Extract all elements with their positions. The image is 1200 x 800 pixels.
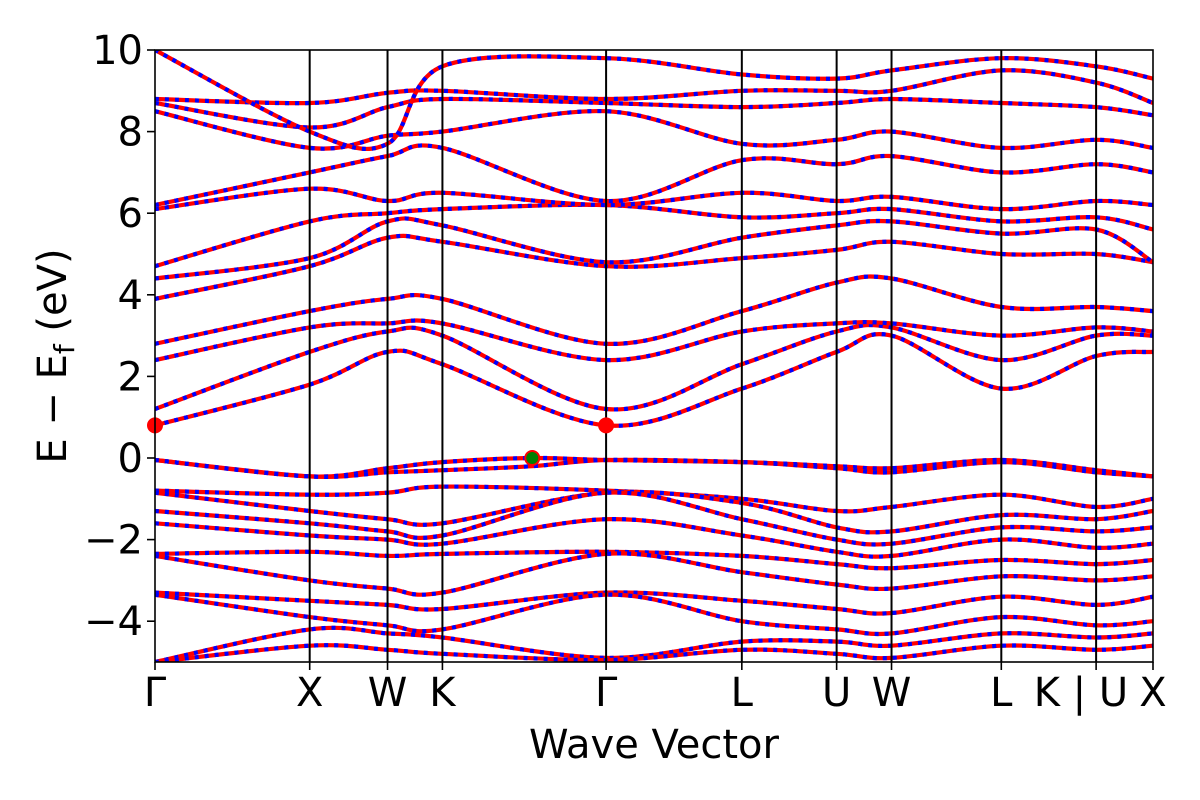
band-line-spin-down [155, 590, 1153, 616]
band-line-spin-up [155, 274, 1153, 346]
y-tick-label: −4 [84, 599, 143, 645]
band-line-spin-up [155, 186, 1153, 212]
band-line-spin-down [155, 332, 1153, 428]
x-tick-label: W [872, 670, 912, 716]
band-line-spin-up [155, 484, 1153, 514]
x-tick-label: L [990, 670, 1013, 716]
y-tick-label: 0 [118, 436, 143, 482]
x-tick-label: X [1139, 670, 1166, 716]
y-axis-ticks: −4 −2 0 2 4 6 8 10 [84, 28, 155, 645]
x-tick-label: Γ [595, 670, 618, 716]
x-tick-label: X [296, 670, 323, 716]
band-line-spin-up [155, 643, 1153, 662]
x-tick-label: W [368, 670, 408, 716]
vbm-marker [524, 450, 541, 466]
x-tick-label: U [822, 670, 851, 716]
band-line-spin-up [155, 549, 1153, 571]
plot-frame [154, 49, 1154, 663]
y-tick-label: 10 [92, 28, 143, 74]
kpath-lines [308, 50, 1098, 662]
band-line-spin-down [155, 50, 1153, 152]
band-line-spin-down [155, 216, 1153, 281]
band-line-spin-down [155, 484, 1153, 514]
y-axis-label-main: E − E [30, 354, 76, 464]
band-line-spin-down [155, 517, 1153, 559]
cbm-marker [598, 417, 615, 434]
band-line-spin-down [155, 592, 1153, 637]
y-axis-label: E − Ef (eV) [30, 248, 81, 463]
band-line-spin-down [155, 143, 1153, 208]
y-axis-label-subscript: f [48, 343, 81, 354]
band-line-spin-up [155, 68, 1153, 106]
band-line-spin-down [155, 551, 1153, 597]
y-axis-label-unit: (eV) [30, 248, 76, 344]
x-axis-label: Wave Vector [529, 722, 780, 768]
y-tick-label: 2 [118, 354, 143, 400]
band-line-spin-down [155, 625, 1153, 662]
band-line-spin-up [155, 96, 1153, 130]
band-lines [155, 50, 1153, 662]
band-line-spin-down [155, 233, 1153, 301]
x-tick-label: K [429, 670, 457, 716]
band-line-spin-up [155, 332, 1153, 428]
x-tick-label: L [731, 670, 754, 716]
y-tick-label: −2 [84, 518, 143, 564]
band-line-spin-down [155, 318, 1153, 363]
x-tick-label: Γ [144, 670, 167, 716]
y-tick-label: 6 [118, 191, 143, 237]
band-line-spin-down [155, 490, 1153, 547]
band-line-spin-down [155, 489, 1153, 535]
y-tick-label: 8 [118, 110, 143, 156]
band-line-spin-down [155, 322, 1153, 412]
x-tick-label: K | U [1034, 670, 1128, 716]
y-tick-label: 4 [118, 273, 143, 319]
band-line-spin-up [155, 50, 1153, 152]
band-line-spin-down [155, 202, 1153, 269]
